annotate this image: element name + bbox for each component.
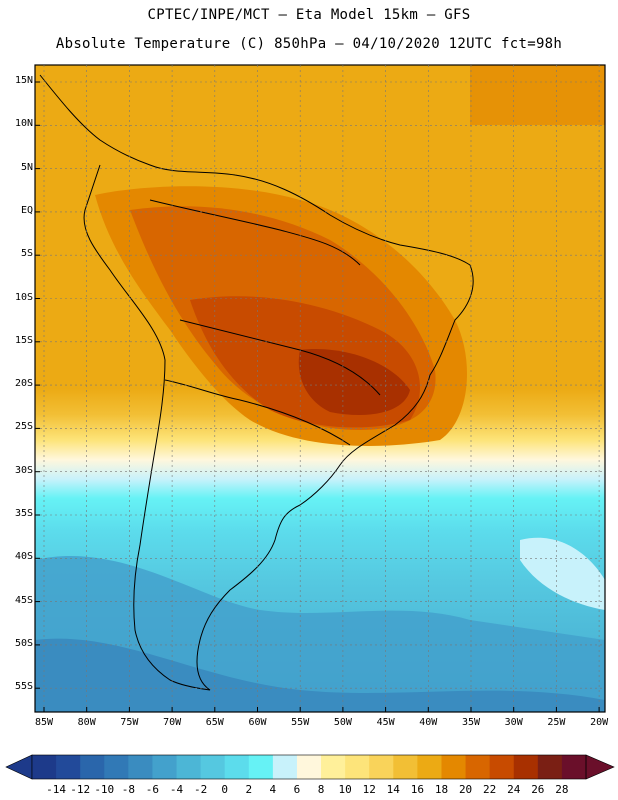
axis-ticks [35, 81, 600, 712]
colorbar-label: 20 [458, 783, 473, 796]
colorbar-label: -2 [193, 783, 208, 796]
lon-label: 25W [547, 717, 566, 728]
colorbar-label: 6 [293, 783, 301, 796]
colorbar-label: 26 [531, 783, 545, 796]
colorbar-label: 16 [410, 783, 425, 796]
colorbar-label: 14 [386, 783, 400, 796]
colorbar-high-arrow [585, 754, 615, 780]
lon-label: 30W [504, 717, 523, 728]
temperature-field [35, 65, 605, 712]
lat-label: 20S [14, 378, 33, 390]
colorbar-swatch [441, 755, 467, 779]
lon-label: 70W [163, 717, 182, 728]
colorbar-swatch [104, 755, 129, 779]
lat-label: 10N [14, 118, 33, 130]
colorbar-swatch [224, 755, 250, 779]
lon-label: 50W [333, 717, 352, 728]
colorbar-swatch [513, 755, 539, 779]
colorbar-swatch [80, 755, 105, 779]
map-subtitle: Absolute Temperature (C) 850hPa — 04/10/… [55, 36, 563, 52]
colorbar-label: 18 [434, 783, 449, 796]
lat-label: 10S [14, 291, 33, 303]
lat-label: 5S [20, 248, 33, 260]
lon-label: 85W [34, 717, 54, 728]
colorbar-label: 8 [317, 783, 325, 796]
colorbar-label: -10 [94, 783, 115, 796]
colorbar-swatch [369, 755, 394, 779]
colorbar-swatch [32, 755, 57, 779]
colorbar-low-arrow [5, 754, 33, 780]
lat-label: 30S [14, 464, 33, 476]
lat-label: 15N [14, 75, 33, 86]
colorbar-label: 12 [362, 783, 376, 796]
graticule [35, 65, 605, 712]
colorbar-swatch [489, 755, 515, 779]
colorbar-swatch [56, 755, 81, 779]
colorbar-swatch [345, 755, 370, 779]
lat-label: 35S [14, 508, 33, 519]
lon-label: 75W [120, 717, 139, 728]
coastlines [39, 74, 474, 691]
colorbar-label: 10 [338, 783, 352, 796]
colorbar-label: 28 [555, 783, 569, 796]
colorbar-label: -6 [145, 783, 160, 796]
lon-label: 35W [461, 717, 481, 728]
colorbar-swatch [152, 755, 178, 779]
lon-label: 45W [376, 717, 395, 728]
colorbar [5, 754, 615, 780]
colorbar-swatch [296, 755, 322, 779]
colorbar-swatch [393, 755, 418, 779]
colorbar-label: -8 [121, 783, 135, 796]
colorbar-swatch [561, 755, 587, 779]
lon-label: 65W [205, 717, 224, 728]
lat-label: 55S [14, 681, 33, 693]
colorbar-swatch [321, 755, 346, 779]
lon-label: 80W [77, 717, 96, 728]
colorbar-label: 2 [245, 783, 253, 796]
colorbar-label: 22 [483, 783, 497, 796]
lon-label: 20W [590, 717, 609, 728]
colorbar-label: -4 [169, 783, 184, 796]
lon-label: 55W [291, 717, 310, 728]
colorbar-label: -12 [70, 783, 91, 796]
colorbar-label: 4 [269, 783, 277, 796]
lon-label: 60W [248, 717, 267, 728]
lat-label: 25S [14, 421, 33, 433]
lat-label: EQ [20, 204, 33, 216]
lat-label: 40S [14, 551, 33, 563]
colorbar-swatch [537, 755, 563, 779]
lon-label: 40W [419, 717, 438, 728]
colorbar-label: 0 [221, 783, 228, 796]
map-title: CPTEC/INPE/MCT — Eta Model 15km — GFS [147, 7, 471, 23]
colorbar-swatch [272, 755, 298, 779]
map-frame [34, 64, 606, 713]
colorbar-swatch [417, 755, 442, 779]
colorbar-swatch [200, 755, 226, 779]
lat-label: 45S [14, 594, 33, 606]
colorbar-label: 24 [507, 783, 521, 796]
lat-label: 5N [20, 161, 33, 173]
colorbar-swatch [176, 755, 202, 779]
lat-label: 15S [14, 334, 33, 346]
colorbar-swatch [465, 755, 491, 779]
colorbar-swatch [248, 755, 274, 779]
lat-label: 50S [14, 637, 33, 649]
colorbar-label: -14 [46, 783, 67, 796]
colorbar-swatch [128, 755, 153, 779]
